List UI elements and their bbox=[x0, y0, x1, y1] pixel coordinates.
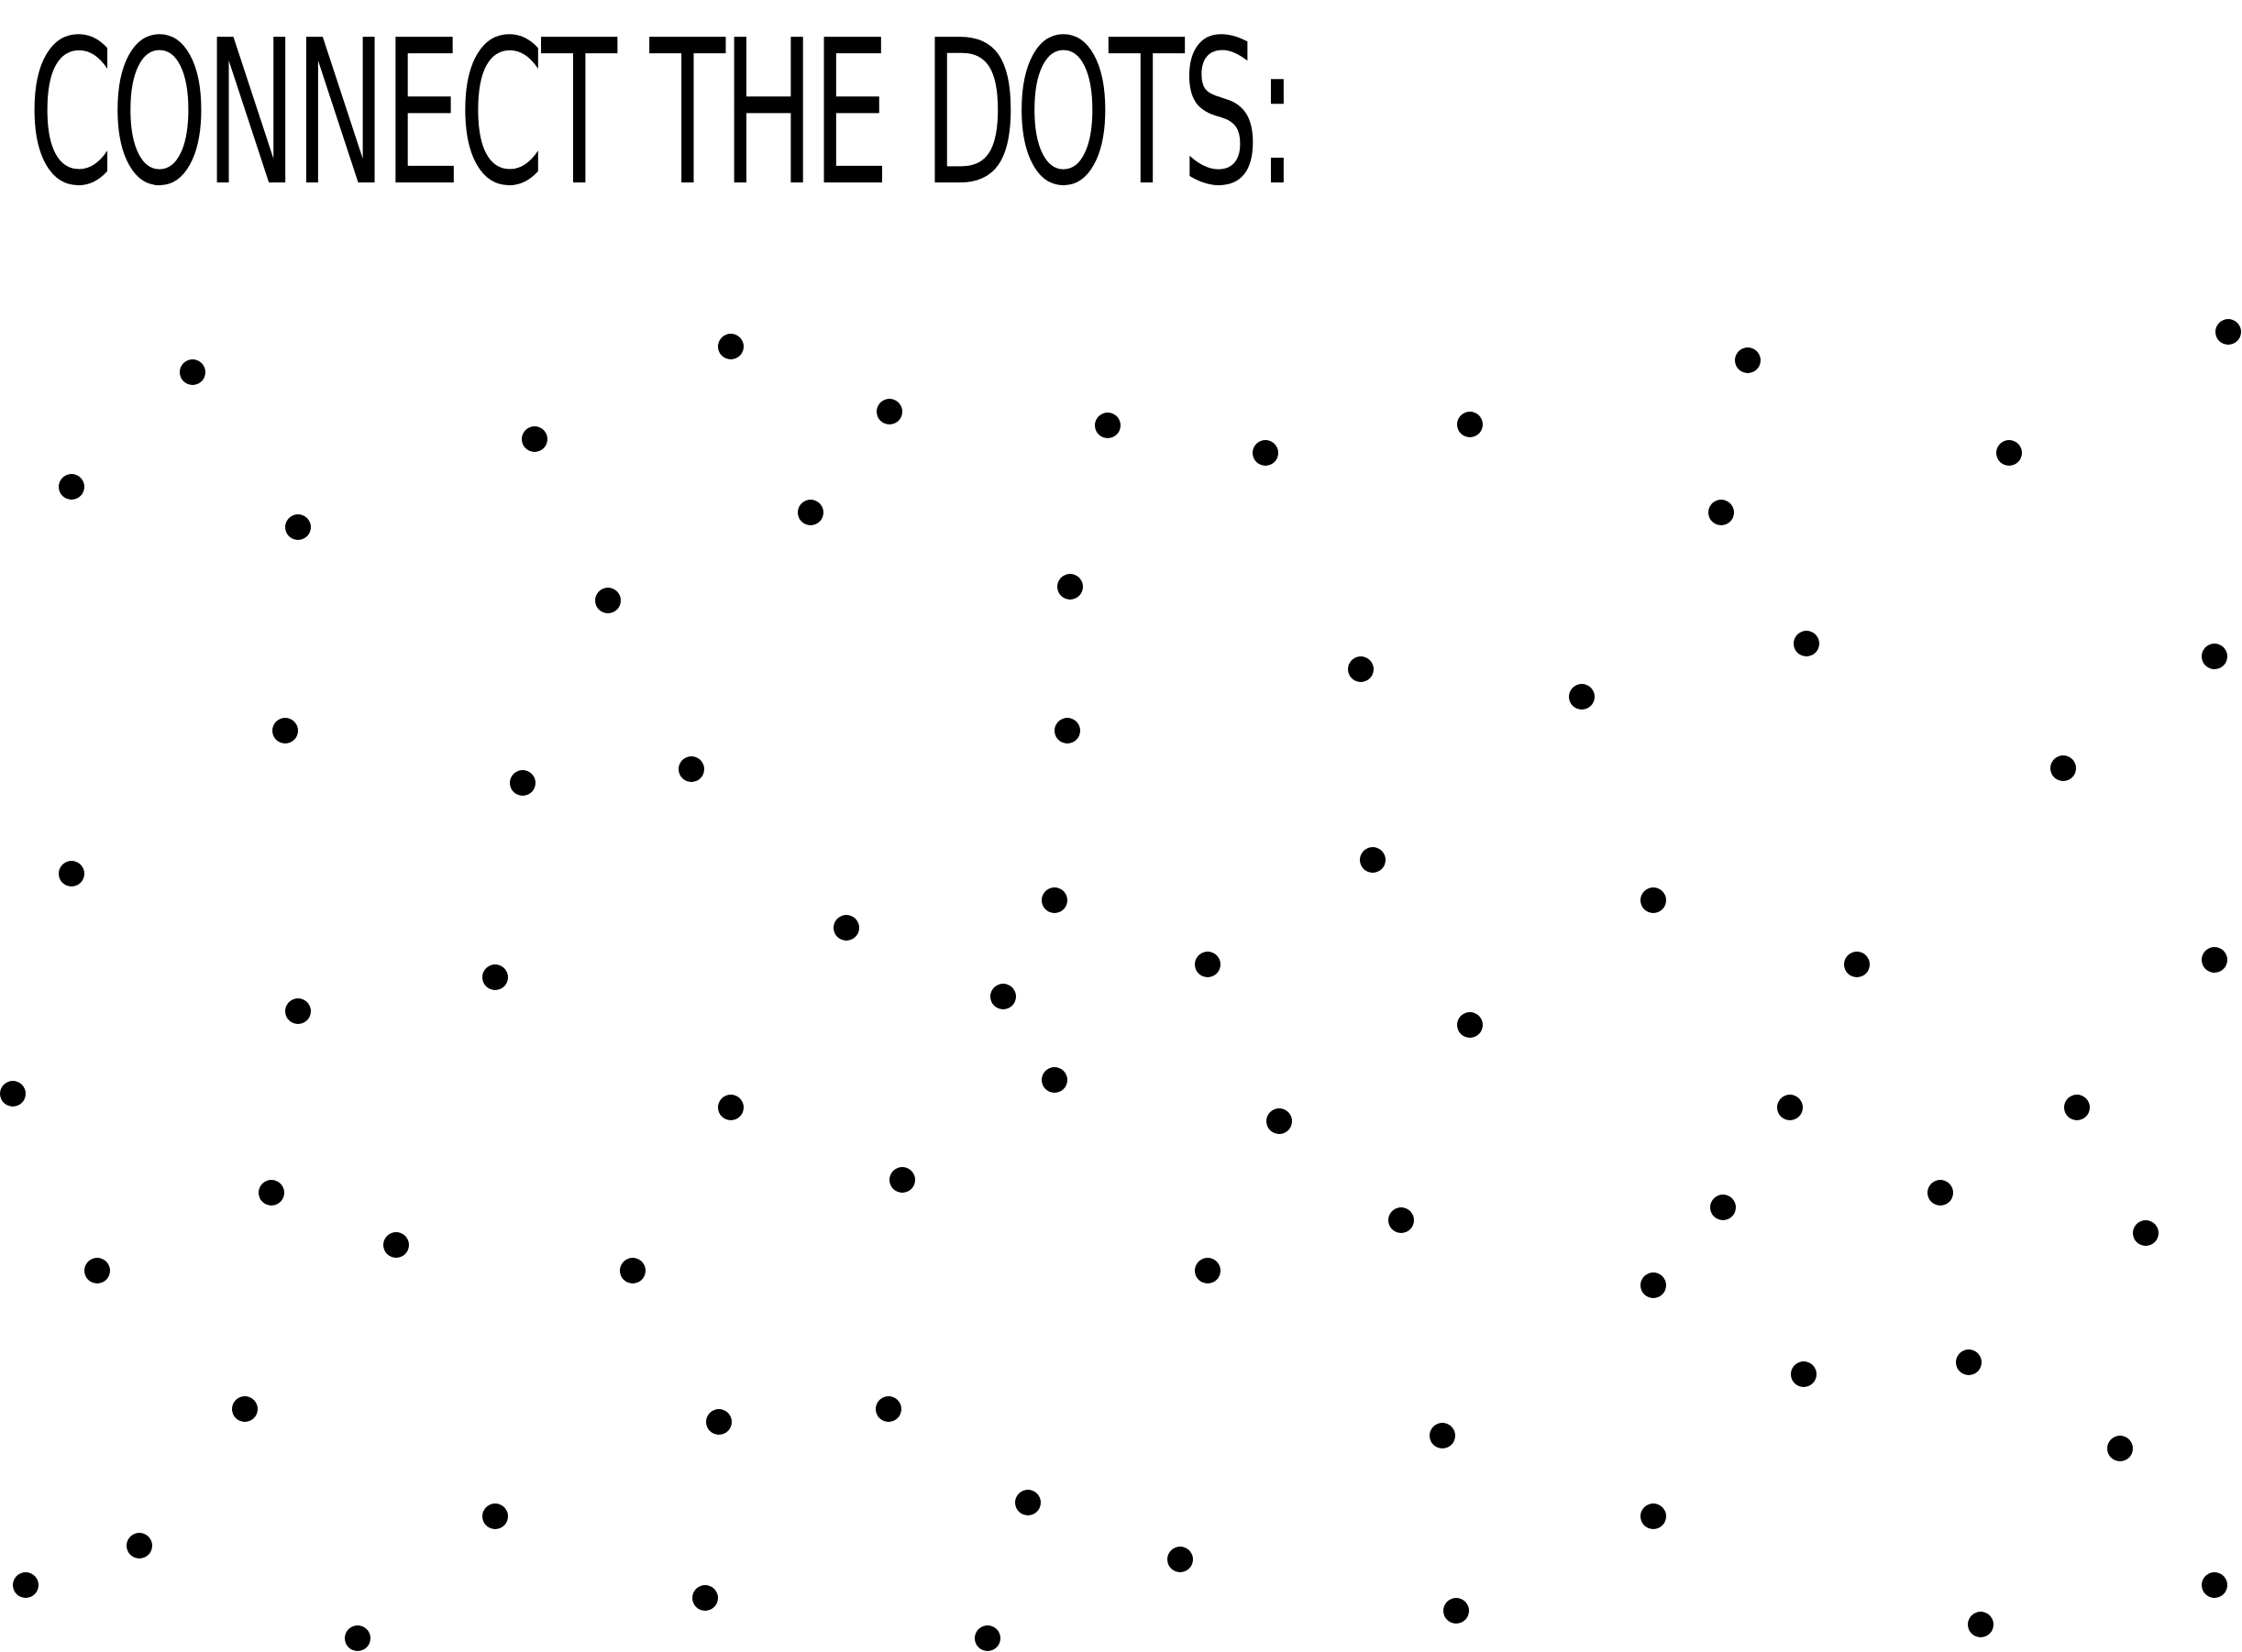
dot bbox=[2202, 644, 2227, 669]
dot bbox=[59, 474, 84, 500]
dot bbox=[345, 1625, 370, 1651]
dot bbox=[383, 1232, 409, 1258]
dot bbox=[1777, 1095, 1803, 1120]
dot bbox=[679, 756, 704, 782]
dot bbox=[1640, 1503, 1666, 1529]
dot bbox=[834, 915, 859, 941]
dot bbox=[1430, 1423, 1455, 1448]
dot bbox=[1640, 1272, 1666, 1298]
dot bbox=[522, 426, 547, 452]
dot bbox=[1457, 1012, 1483, 1038]
dot bbox=[889, 1167, 915, 1193]
dot bbox=[975, 1625, 1000, 1651]
dot bbox=[482, 1503, 508, 1529]
dot bbox=[1195, 952, 1220, 977]
dot bbox=[1927, 1180, 1953, 1206]
dot bbox=[718, 1095, 744, 1120]
dot bbox=[232, 1396, 258, 1422]
dot bbox=[990, 984, 1016, 1009]
dot bbox=[1015, 1490, 1041, 1515]
dot bbox=[1057, 574, 1083, 600]
dot bbox=[1708, 500, 1734, 525]
dot bbox=[1735, 347, 1761, 373]
dot bbox=[595, 588, 621, 613]
dot bbox=[285, 514, 311, 540]
dot bbox=[2064, 1095, 2090, 1120]
dot bbox=[1388, 1207, 1414, 1233]
dot bbox=[2050, 755, 2076, 781]
dot bbox=[1457, 412, 1483, 437]
dot bbox=[692, 1585, 718, 1611]
dot bbox=[259, 1180, 284, 1206]
dot bbox=[1348, 656, 1374, 682]
dot bbox=[1360, 847, 1386, 873]
page-title: CONNECT THE DOTS: bbox=[28, 0, 1298, 230]
dot bbox=[180, 359, 205, 385]
dot bbox=[1956, 1349, 1982, 1375]
dot bbox=[1055, 718, 1080, 743]
dot bbox=[1167, 1547, 1193, 1572]
dot bbox=[0, 1081, 26, 1107]
dot bbox=[718, 334, 744, 359]
dot bbox=[2202, 1572, 2227, 1598]
dot bbox=[1794, 631, 1819, 656]
dot bbox=[1791, 1361, 1817, 1387]
dot bbox=[2215, 319, 2241, 345]
dot bbox=[1253, 440, 1278, 466]
dot bbox=[620, 1258, 646, 1283]
dot bbox=[13, 1572, 39, 1598]
dot bbox=[482, 964, 508, 990]
dot bbox=[2202, 947, 2227, 973]
dot bbox=[798, 500, 823, 525]
dot bbox=[127, 1533, 152, 1558]
dot bbox=[1844, 952, 1870, 977]
dot bbox=[2107, 1436, 2133, 1461]
dot bbox=[1095, 413, 1121, 438]
dot bbox=[84, 1258, 110, 1283]
dot bbox=[1710, 1195, 1736, 1220]
dot bbox=[1195, 1258, 1220, 1283]
dot bbox=[1042, 1067, 1067, 1093]
dot bbox=[1569, 684, 1595, 710]
dot bbox=[1996, 440, 2022, 466]
dot bbox=[1968, 1612, 1994, 1637]
dot bbox=[877, 399, 902, 424]
dot bbox=[876, 1396, 901, 1422]
dot bbox=[59, 861, 84, 887]
dot bbox=[1042, 887, 1067, 913]
dot bbox=[272, 718, 298, 743]
dot bbox=[1443, 1598, 1469, 1624]
dot bbox=[2133, 1220, 2159, 1246]
dot bbox=[706, 1409, 732, 1435]
dot bbox=[285, 998, 311, 1024]
dot bbox=[1266, 1108, 1292, 1134]
dot bbox=[510, 770, 536, 796]
dot bbox=[1640, 887, 1666, 913]
